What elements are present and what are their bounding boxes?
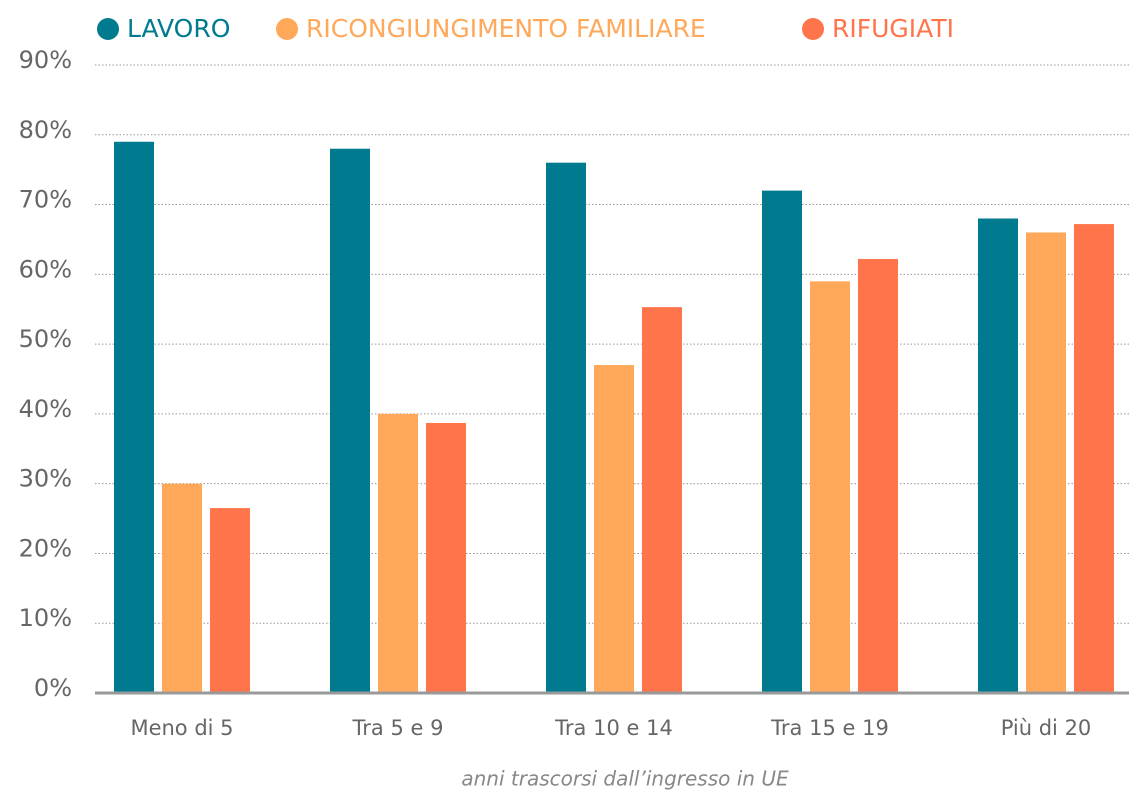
legend-marker — [97, 18, 119, 40]
bar — [210, 508, 250, 693]
y-tick-label: 10% — [19, 604, 72, 632]
x-tick-label: Più di 20 — [1001, 716, 1092, 740]
legend-label: RICONGIUNGIMENTO FAMILIARE — [306, 14, 706, 43]
y-tick-label: 30% — [19, 465, 72, 493]
x-tick-label: Meno di 5 — [130, 716, 233, 740]
y-tick-label: 20% — [19, 534, 72, 562]
bar — [1026, 232, 1066, 693]
y-tick-label: 90% — [19, 46, 72, 74]
x-tick-label: Tra 15 e 19 — [770, 716, 889, 740]
y-tick-label: 40% — [19, 395, 72, 423]
bar — [810, 281, 850, 693]
bar — [378, 413, 418, 693]
y-tick-label: 60% — [19, 255, 72, 283]
bar — [330, 148, 370, 693]
legend-marker — [276, 18, 298, 40]
bar — [546, 162, 586, 693]
bar — [978, 218, 1018, 693]
x-axis-label: anni trascorsi dall’ingresso in UE — [461, 767, 789, 791]
bar — [162, 483, 202, 693]
bar — [594, 365, 634, 693]
legend-label: RIFUGIATI — [832, 14, 954, 43]
bar — [858, 258, 898, 693]
x-tick-label: Tra 10 e 14 — [554, 716, 673, 740]
x-tick-label: Tra 5 e 9 — [352, 716, 444, 740]
bar — [1074, 224, 1114, 694]
y-tick-label: 50% — [19, 325, 72, 353]
y-tick-label: 0% — [34, 674, 72, 702]
bar — [114, 141, 154, 693]
bar — [642, 307, 682, 693]
y-tick-label: 70% — [19, 186, 72, 214]
legend-label: LAVORO — [127, 14, 230, 43]
y-tick-label: 80% — [19, 116, 72, 144]
bar — [426, 422, 466, 693]
legend-marker — [802, 18, 824, 40]
bar — [762, 190, 802, 693]
